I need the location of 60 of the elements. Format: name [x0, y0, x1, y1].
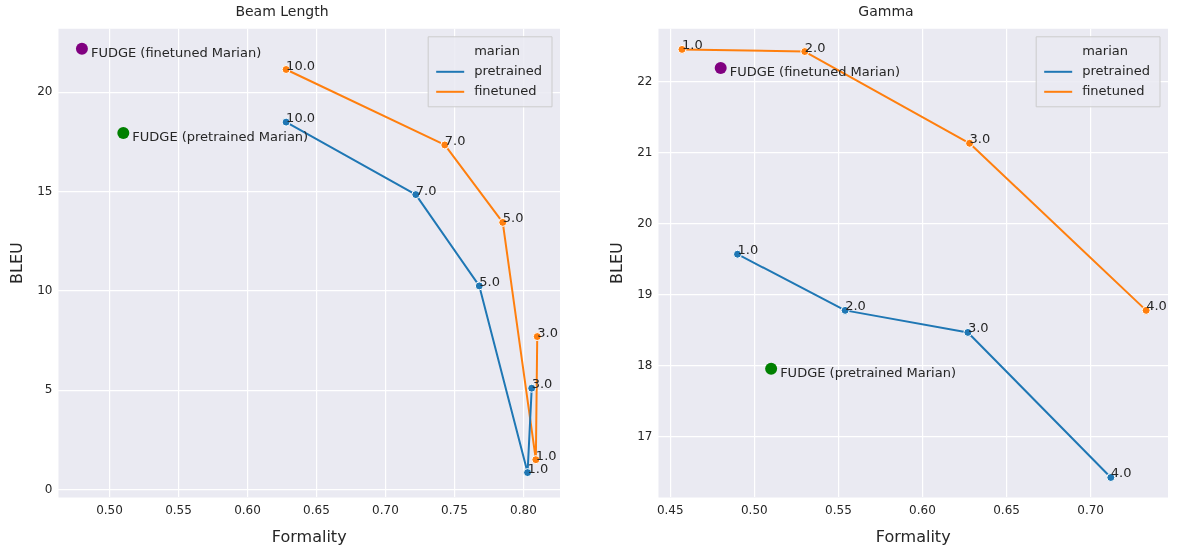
x-tick-label: 0.70: [1077, 502, 1104, 517]
y-tick-label: 15: [37, 183, 53, 198]
x-tick-label: 0.60: [234, 502, 261, 517]
annotation: 4.0: [1146, 298, 1167, 314]
annotation: 10.0: [286, 57, 316, 73]
annotation: 3.0: [537, 324, 558, 340]
x-tick-label: 0.55: [165, 502, 192, 517]
x-axis-title: Formality: [875, 526, 951, 546]
chart-title: Beam Length: [235, 3, 329, 20]
annotation: 4.0: [1110, 465, 1132, 481]
x-tick-label: 0.75: [441, 502, 468, 517]
legend-label: finetuned: [1082, 83, 1145, 99]
y-tick-label: 21: [637, 144, 653, 159]
annotation: 7.0: [415, 182, 437, 198]
y-tick-label: 22: [637, 73, 653, 88]
annotation: 10.0: [286, 110, 316, 126]
annotation: 5.0: [502, 210, 524, 226]
point: [75, 42, 88, 55]
legend-title: marian: [474, 43, 520, 59]
x-tick-label: 0.55: [825, 502, 852, 517]
annotation: 3.0: [969, 131, 991, 147]
y-axis-title: BLEU: [606, 242, 626, 284]
x-tick-label: 0.80: [510, 502, 537, 517]
y-tick-label: 20: [637, 215, 653, 230]
y-tick-label: 20: [37, 84, 53, 99]
annotation: FUDGE (finetuned Marian): [90, 44, 262, 60]
y-tick-label: 10: [37, 283, 53, 298]
x-tick-label: 0.50: [740, 502, 768, 517]
x-tick-label: 0.50: [96, 502, 123, 517]
legend-title: marian: [1082, 43, 1128, 59]
annotation: 7.0: [444, 132, 466, 148]
legend-label: finetuned: [474, 83, 537, 99]
y-tick-label: 18: [637, 357, 653, 372]
x-tick-label: 0.65: [303, 502, 330, 517]
annotation: 1.0: [682, 37, 703, 53]
chart-title: Gamma: [858, 3, 914, 20]
legend-label: pretrained: [474, 63, 543, 79]
point: [714, 61, 727, 74]
annotation: 2.0: [804, 39, 826, 55]
y-tick-label: 0: [44, 481, 53, 496]
y-tick-label: 5: [44, 382, 53, 397]
annotation: 3.0: [967, 320, 989, 336]
annotation: 1.0: [737, 242, 759, 258]
y-tick-label: 19: [637, 286, 653, 301]
annotation: FUDGE (pretrained Marian): [132, 128, 309, 144]
x-axis-title: Formality: [271, 526, 347, 546]
y-tick-label: 17: [637, 429, 653, 444]
annotation: 1.0: [527, 460, 549, 476]
y-axis-title: BLEU: [6, 242, 26, 284]
x-tick-label: 0.70: [372, 502, 399, 517]
point: [117, 127, 130, 140]
point: [765, 362, 778, 375]
x-tick-label: 0.65: [993, 502, 1020, 517]
annotation: 2.0: [845, 298, 866, 314]
legend-label: pretrained: [1082, 63, 1151, 79]
x-tick-label: 0.45: [656, 502, 684, 517]
annotation: 5.0: [479, 273, 500, 289]
annotation: 1.0: [535, 447, 557, 463]
x-tick-label: 0.60: [909, 502, 936, 517]
annotation: FUDGE (pretrained Marian): [780, 364, 957, 380]
